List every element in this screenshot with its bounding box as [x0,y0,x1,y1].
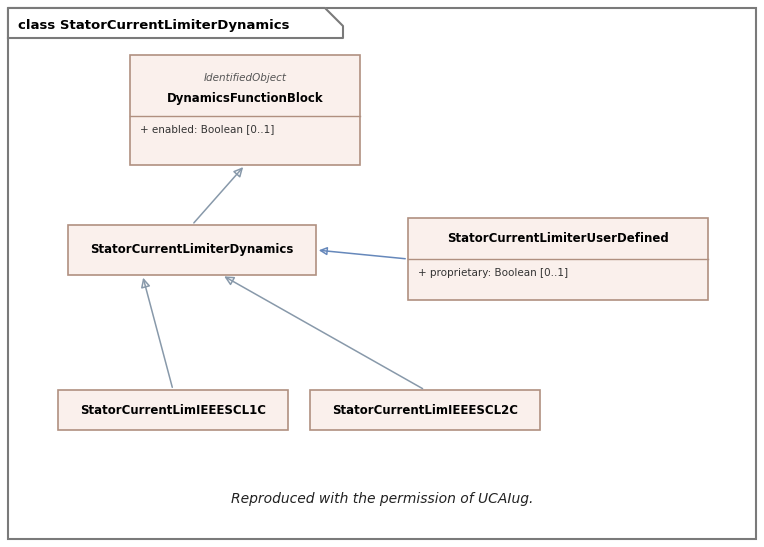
Polygon shape [8,8,343,38]
Text: class StatorCurrentLimiterDynamics: class StatorCurrentLimiterDynamics [18,19,290,32]
Text: StatorCurrentLimIEEESCL1C: StatorCurrentLimIEEESCL1C [80,404,266,416]
Text: + proprietary: Boolean [0..1]: + proprietary: Boolean [0..1] [418,268,568,278]
Text: Reproduced with the permission of UCAIug.: Reproduced with the permission of UCAIug… [231,492,533,506]
Bar [68,225,316,275]
Text: IdentifiedObject: IdentifiedObject [203,73,286,83]
Text: StatorCurrentLimiterDynamics: StatorCurrentLimiterDynamics [90,243,293,257]
Bar [310,390,540,430]
Text: StatorCurrentLimIEEESCL2C: StatorCurrentLimIEEESCL2C [332,404,518,416]
Text: + enabled: Boolean [0..1]: + enabled: Boolean [0..1] [140,125,274,135]
Text: StatorCurrentLimiterUserDefined: StatorCurrentLimiterUserDefined [447,232,668,245]
Text: DynamicsFunctionBlock: DynamicsFunctionBlock [167,92,323,105]
Bar [130,55,360,165]
Bar [58,390,288,430]
Bar [408,218,708,300]
